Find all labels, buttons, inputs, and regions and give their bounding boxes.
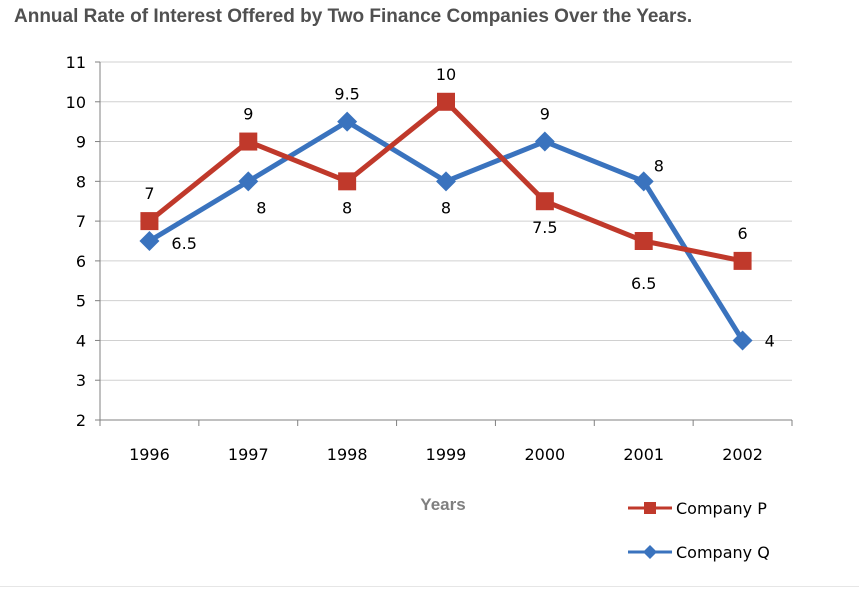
x-tick-label: 1999 bbox=[426, 445, 467, 464]
data-label: 6 bbox=[737, 224, 747, 243]
data-point bbox=[338, 172, 357, 191]
data-label: 8 bbox=[654, 156, 664, 175]
y-tick-label: 7 bbox=[76, 212, 86, 231]
data-label: 7 bbox=[144, 184, 154, 203]
data-label: 8 bbox=[256, 198, 266, 217]
data-label: 9 bbox=[540, 105, 550, 124]
legend-marker bbox=[643, 545, 657, 559]
data-point bbox=[732, 330, 753, 351]
data-point bbox=[733, 251, 752, 270]
data-label: 10 bbox=[436, 65, 456, 84]
x-tick-label: 2000 bbox=[524, 445, 565, 464]
data-point bbox=[337, 111, 358, 132]
y-tick-label: 5 bbox=[76, 292, 86, 311]
data-point bbox=[436, 171, 456, 192]
x-axis-title: Years bbox=[420, 495, 465, 514]
data-point bbox=[634, 232, 653, 250]
y-tick-label: 9 bbox=[76, 133, 86, 152]
chart-title: Annual Rate of Interest Offered by Two F… bbox=[14, 6, 693, 27]
x-tick-label: 1997 bbox=[228, 445, 269, 464]
data-point bbox=[437, 92, 455, 111]
data-label: 8 bbox=[441, 198, 451, 217]
data-label: 7.5 bbox=[532, 218, 557, 237]
series-line-company-q bbox=[148, 119, 745, 342]
y-tick-label: 11 bbox=[66, 53, 86, 72]
y-tick-label: 8 bbox=[76, 172, 86, 191]
x-tick-label: 1996 bbox=[129, 445, 170, 464]
data-label: 8 bbox=[342, 198, 352, 217]
x-tick-label: 2002 bbox=[722, 445, 763, 464]
y-tick-label: 6 bbox=[76, 252, 86, 271]
legend-label: Company Q bbox=[676, 543, 770, 562]
x-tick-label: 2001 bbox=[623, 445, 664, 464]
data-point bbox=[534, 131, 555, 152]
legend-label: Company P bbox=[676, 499, 767, 518]
data-label: 6.5 bbox=[171, 234, 196, 253]
x-tick-label: 1998 bbox=[327, 445, 368, 464]
data-point bbox=[238, 171, 259, 192]
data-label: 6.5 bbox=[631, 274, 656, 293]
data-point bbox=[633, 171, 654, 192]
data-label: 9 bbox=[243, 105, 253, 124]
data-label: 4 bbox=[765, 331, 775, 350]
data-point bbox=[140, 212, 159, 231]
y-tick-label: 3 bbox=[76, 371, 86, 390]
data-label: 9.5 bbox=[334, 85, 359, 104]
y-tick-label: 10 bbox=[66, 93, 86, 112]
y-tick-label: 4 bbox=[76, 331, 86, 350]
data-point bbox=[535, 192, 554, 211]
bottom-divider bbox=[0, 586, 859, 587]
legend-marker bbox=[644, 502, 656, 514]
data-point bbox=[139, 231, 160, 251]
y-tick-label: 2 bbox=[76, 411, 86, 430]
data-point bbox=[239, 132, 258, 151]
